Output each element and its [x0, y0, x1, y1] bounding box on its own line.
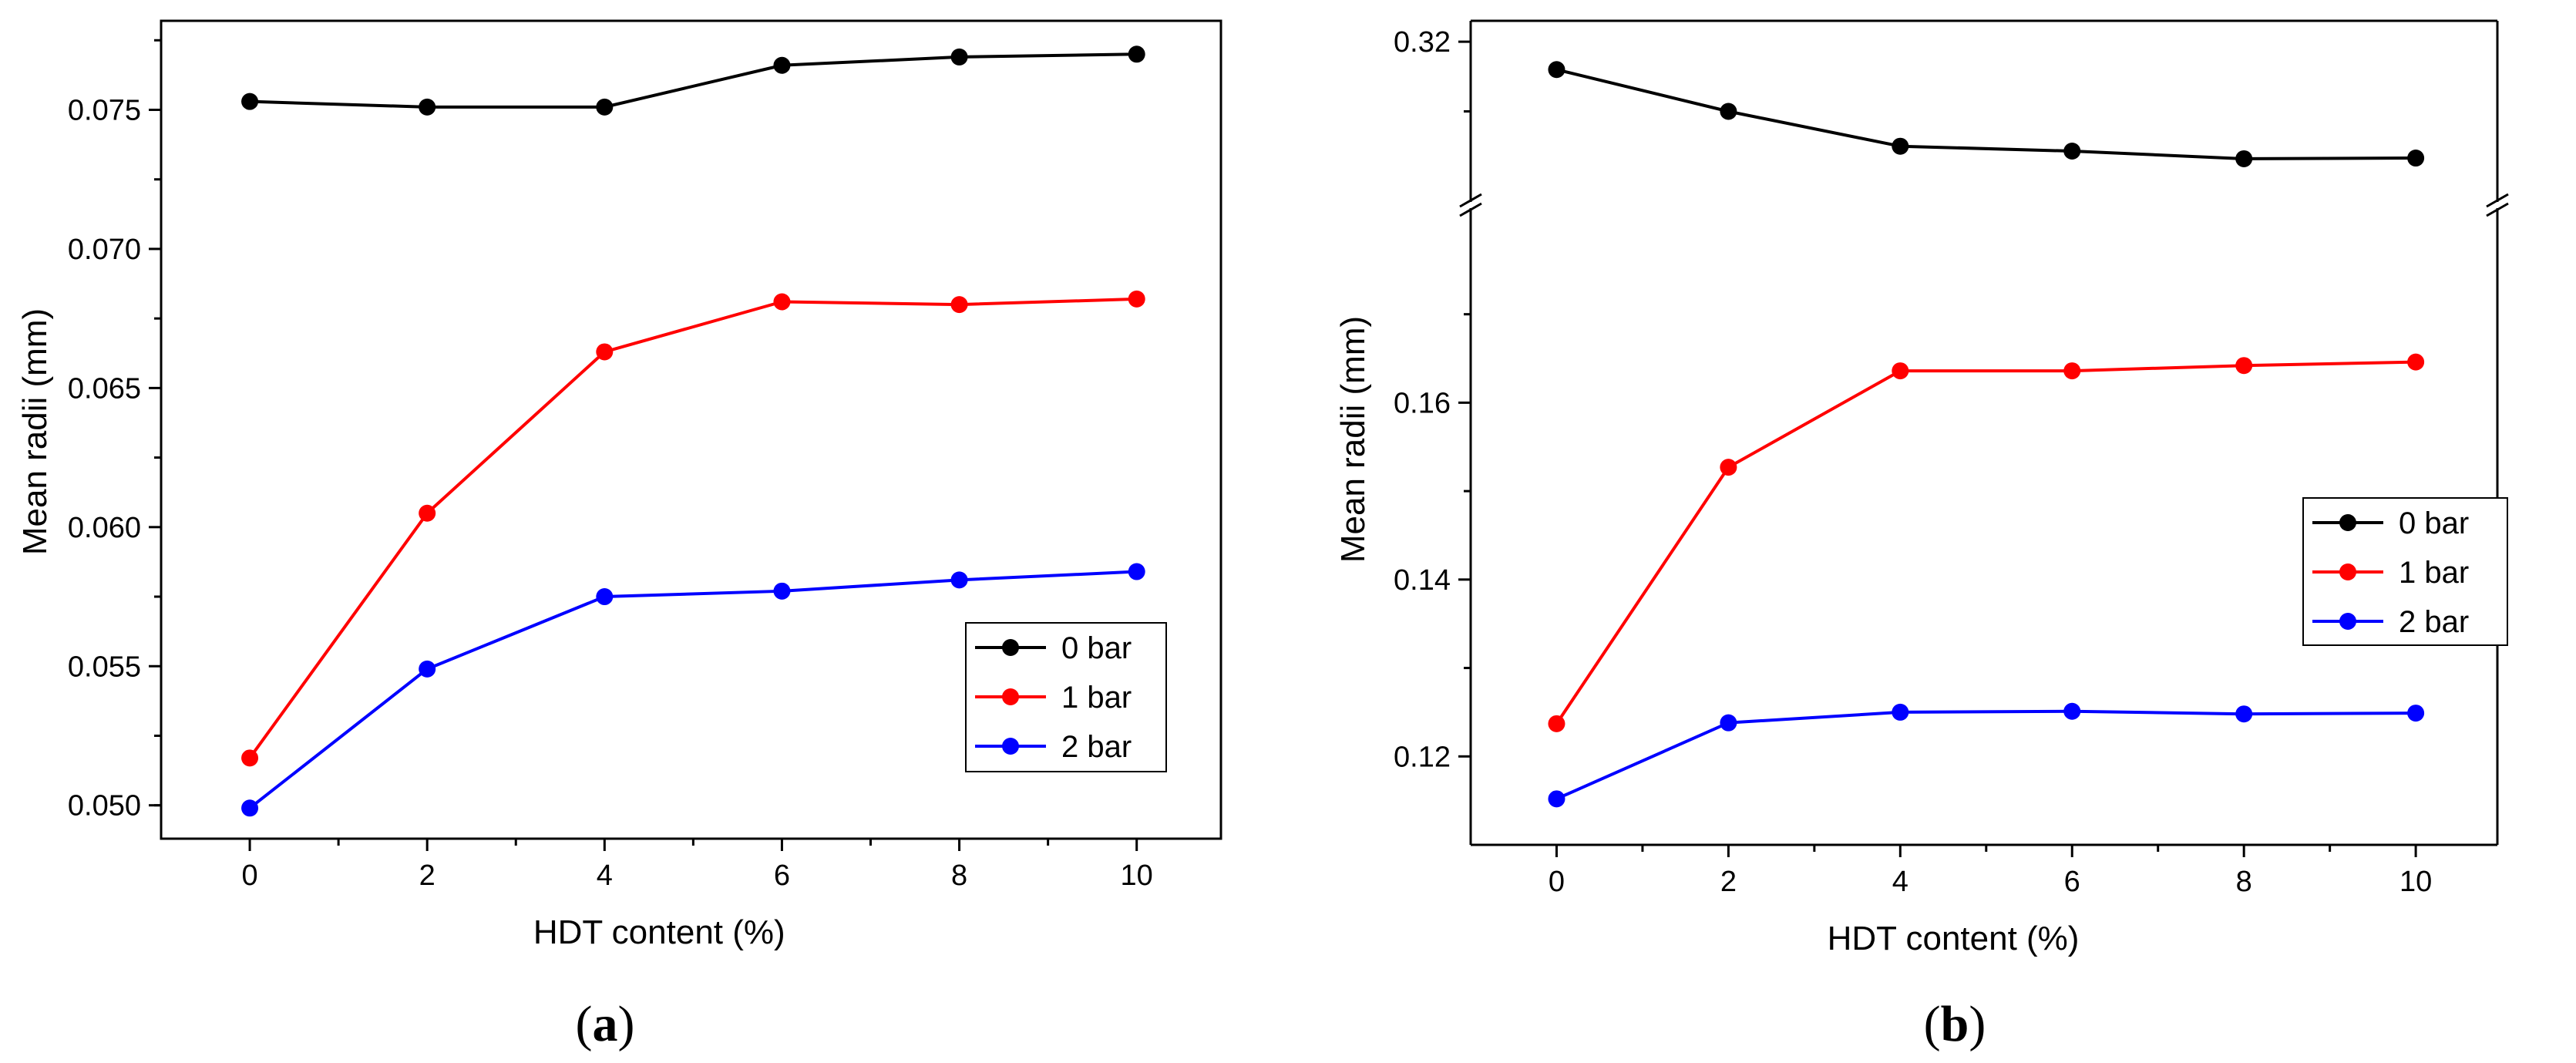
panel-label-letter: a — [593, 996, 618, 1052]
x-tick-label: 0 — [241, 859, 257, 892]
x-tick-label: 0 — [1549, 866, 1565, 898]
y-tick-label: 0.16 — [1394, 387, 1451, 419]
chart-a: 0 2 4 6 8 10 0.050 0.055 0.060 0.065 0.070 0.075 HDT… — [16, 19, 1222, 1052]
data-point — [1892, 703, 1909, 721]
y-tick-label: 0.050 — [68, 790, 141, 822]
y-tick-label: 0.065 — [68, 372, 141, 405]
legend-swatch-marker — [2339, 613, 2356, 630]
legend-label: 0 bar — [1061, 631, 1132, 665]
data-point — [773, 582, 791, 600]
data-point — [419, 660, 436, 678]
data-point — [950, 48, 968, 66]
data-point — [1128, 290, 1145, 308]
x-tick-label: 4 — [597, 859, 613, 892]
data-point — [419, 98, 436, 116]
chart-b: 0 2 4 6 8 10 0.12 0.14 0.16 0.32 HDT content (%) Me… — [1334, 19, 2509, 1052]
plot-frame — [160, 19, 1222, 840]
legend-swatch-marker — [1002, 639, 1019, 656]
panel-label: (b) — [1924, 996, 1986, 1052]
legend-swatch-marker — [1002, 738, 1019, 755]
legend-label: 1 bar — [2399, 556, 2469, 590]
data-point — [2407, 150, 2425, 167]
legend-swatch-marker — [2339, 563, 2356, 580]
legend-swatch-marker — [1002, 688, 1019, 705]
axis-break-mark-right — [2486, 193, 2509, 208]
data-point — [596, 343, 614, 361]
data-point — [950, 296, 968, 314]
data-point — [419, 504, 436, 522]
x-tick-label: 2 — [419, 859, 435, 892]
panel-label-paren: ( — [576, 996, 593, 1052]
y-axis-title: Mean radii (mm) — [16, 308, 54, 555]
y-tick-label: 0.060 — [68, 512, 141, 544]
legend-label: 1 bar — [1061, 681, 1132, 715]
data-point — [1720, 459, 1737, 476]
data-point — [2235, 357, 2253, 375]
data-point — [2407, 353, 2425, 371]
y-tick-label: 0.055 — [68, 651, 141, 683]
x-tick-label: 4 — [1892, 866, 1908, 898]
axis-break-mark-left — [1459, 193, 1482, 208]
data-point — [2063, 362, 2081, 380]
data-point — [1892, 137, 1909, 155]
legend-swatch-marker — [2339, 514, 2356, 531]
x-tick-label: 8 — [2236, 866, 2252, 898]
data-point — [2063, 702, 2081, 720]
x-tick-label: 10 — [1121, 859, 1153, 892]
data-point — [596, 98, 614, 116]
data-point — [1720, 714, 1737, 732]
panel-label-paren: ) — [1969, 996, 1986, 1052]
y-tick-label: 0.14 — [1394, 564, 1451, 597]
data-point — [2063, 143, 2081, 160]
y-tick-label: 0.075 — [68, 94, 141, 126]
series-line — [248, 297, 1137, 759]
legend-label: 0 bar — [2399, 506, 2469, 540]
panel-label: (a) — [576, 996, 635, 1052]
x-tick-label: 2 — [1720, 866, 1737, 898]
data-point — [1548, 790, 1565, 808]
x-tick-label: 10 — [2399, 866, 2432, 898]
data-point — [773, 56, 791, 74]
data-point — [241, 799, 259, 817]
data-point — [241, 93, 259, 110]
y-tick-label: 0.32 — [1394, 26, 1451, 59]
data-point — [241, 749, 259, 767]
data-point — [1892, 362, 1909, 380]
data-point — [1548, 61, 1565, 79]
data-point — [1720, 103, 1737, 120]
panel-label-paren: ) — [618, 996, 635, 1052]
series-line — [1555, 709, 2416, 801]
series-line — [250, 52, 1137, 109]
data-point — [1128, 563, 1145, 580]
series-line — [1555, 360, 2416, 725]
y-tick-label: 0.070 — [68, 234, 141, 266]
data-point — [1128, 45, 1145, 63]
x-tick-label: 8 — [951, 859, 967, 892]
x-axis-title: HDT content (%) — [533, 913, 785, 951]
x-tick-label: 6 — [774, 859, 790, 892]
data-point — [2235, 705, 2253, 723]
data-point — [2235, 150, 2253, 167]
series-line — [1555, 68, 2416, 160]
data-point — [1548, 715, 1565, 732]
y-tick-label: 0.12 — [1394, 741, 1451, 773]
panel-label-paren: ( — [1924, 996, 1941, 1052]
y-axis-title: Mean radii (mm) — [1334, 316, 1372, 563]
data-point — [773, 293, 791, 311]
panel-label-letter: b — [1941, 996, 1969, 1052]
series-line — [248, 570, 1137, 809]
legend-label: 2 bar — [1061, 730, 1132, 764]
data-point — [950, 571, 968, 589]
axis-break-mark-right — [2486, 202, 2509, 217]
x-tick-label: 6 — [2064, 866, 2080, 898]
x-axis-title: HDT content (%) — [1828, 920, 2080, 957]
legend-label: 2 bar — [2399, 605, 2469, 639]
data-point — [596, 588, 614, 606]
axis-break-mark-left — [1459, 202, 1482, 217]
data-point — [2407, 705, 2425, 722]
